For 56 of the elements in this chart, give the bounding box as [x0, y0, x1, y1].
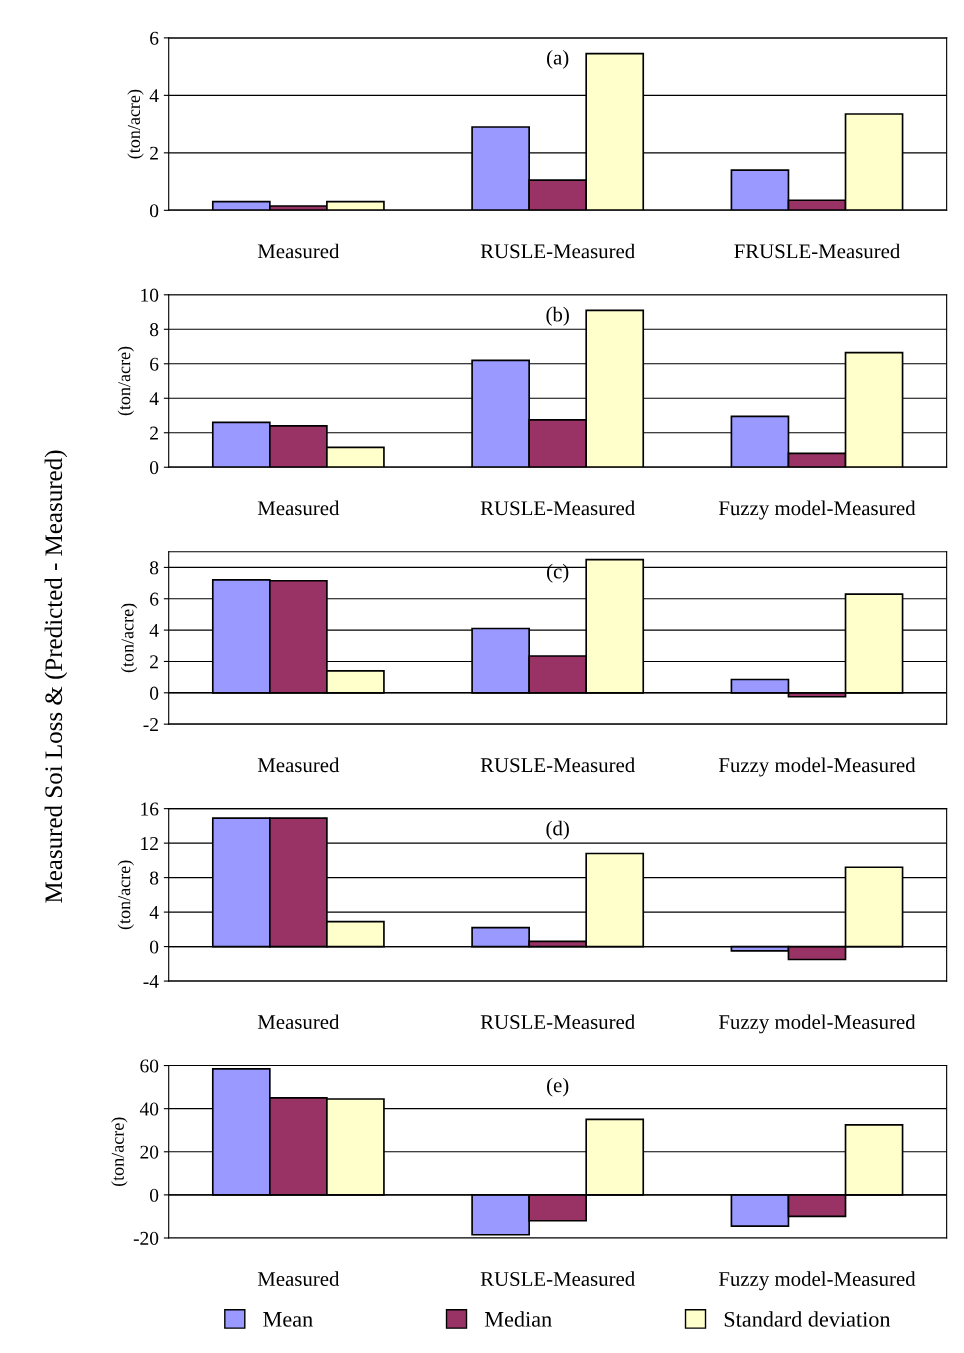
- y-tick-label: 4: [149, 89, 159, 103]
- annotation: (e): [547, 1077, 569, 1097]
- legend-label: Mean: [263, 1312, 313, 1327]
- x-tick-label: FRUSLE-Measured: [734, 243, 901, 259]
- x-tick-label: Measured: [257, 757, 340, 773]
- y-tick-label: 20: [140, 1145, 159, 1159]
- annotation: (b): [546, 306, 569, 326]
- x-tick-label: Measured: [257, 500, 340, 516]
- y-tick-label: 2: [150, 426, 158, 440]
- y-tick-label: 4: [149, 906, 159, 919]
- y-tick-label: 8: [150, 561, 159, 575]
- y-tick-label: 0: [150, 686, 159, 700]
- y-tick-label: 4: [149, 392, 159, 406]
- annotation: (d): [546, 820, 569, 840]
- x-tick-label: RUSLE-Measured: [480, 757, 635, 773]
- y-tick-label: 8: [150, 323, 159, 337]
- y-tick-label: 0: [150, 204, 159, 218]
- x-tick-label: Measured: [257, 1014, 340, 1030]
- y-axis-title: (ton/acre): [120, 603, 138, 673]
- y-tick-label: 0: [150, 940, 159, 954]
- legend-label: Median: [484, 1311, 552, 1327]
- y-tick-label: 60: [140, 1059, 159, 1073]
- x-tick-label: Measured: [257, 1271, 340, 1286]
- y-axis-title: (ton/acre): [117, 346, 134, 416]
- x-tick-label: Measured: [257, 243, 340, 259]
- y-tick-label: 4: [149, 624, 159, 637]
- x-tick-label: RUSLE-Measured: [480, 1014, 635, 1030]
- y-axis-title: (ton/acre): [111, 1117, 128, 1187]
- x-tick-label: Fuzzy model-Measured: [718, 757, 916, 777]
- y-tick-label: 40: [139, 1102, 159, 1116]
- y-tick-label: 12: [141, 837, 158, 850]
- x-tick-label: Fuzzy model-Measured: [718, 1271, 916, 1291]
- y-tick-label: 10: [141, 288, 159, 302]
- y-tick-label: 6: [150, 357, 159, 371]
- legend-label: Standard deviation: [724, 1311, 891, 1327]
- y-tick-label: 2: [150, 655, 158, 669]
- y-tick-label: 6: [150, 31, 159, 45]
- y-axis-title: (ton/acre): [127, 89, 144, 159]
- y-axis-title: (ton/acre): [117, 860, 134, 930]
- x-tick-label: Fuzzy model-Measured: [718, 500, 916, 520]
- annotation: (c): [547, 563, 569, 583]
- x-tick-label: RUSLE-Measured: [480, 1271, 635, 1286]
- y-tick-label: 2: [150, 146, 158, 160]
- x-tick-label: Fuzzy model-Measured: [718, 1014, 916, 1034]
- y-tick-label: 8: [150, 871, 159, 885]
- y-tick-label: -4: [143, 975, 159, 988]
- y-tick-label: 16: [141, 802, 159, 816]
- y-tick-label: -2: [143, 718, 158, 731]
- y-tick-label: -20: [133, 1231, 159, 1245]
- y-tick-label: 0: [150, 461, 159, 475]
- text: Measured Soi Loss & (Predicted - Measured): [44, 450, 68, 903]
- y-tick-label: 6: [150, 592, 159, 606]
- annotation: (a): [547, 49, 569, 69]
- x-tick-label: RUSLE-Measured: [480, 500, 635, 516]
- y-tick-label: 0: [150, 1188, 159, 1202]
- x-tick-label: RUSLE-Measured: [480, 243, 635, 259]
